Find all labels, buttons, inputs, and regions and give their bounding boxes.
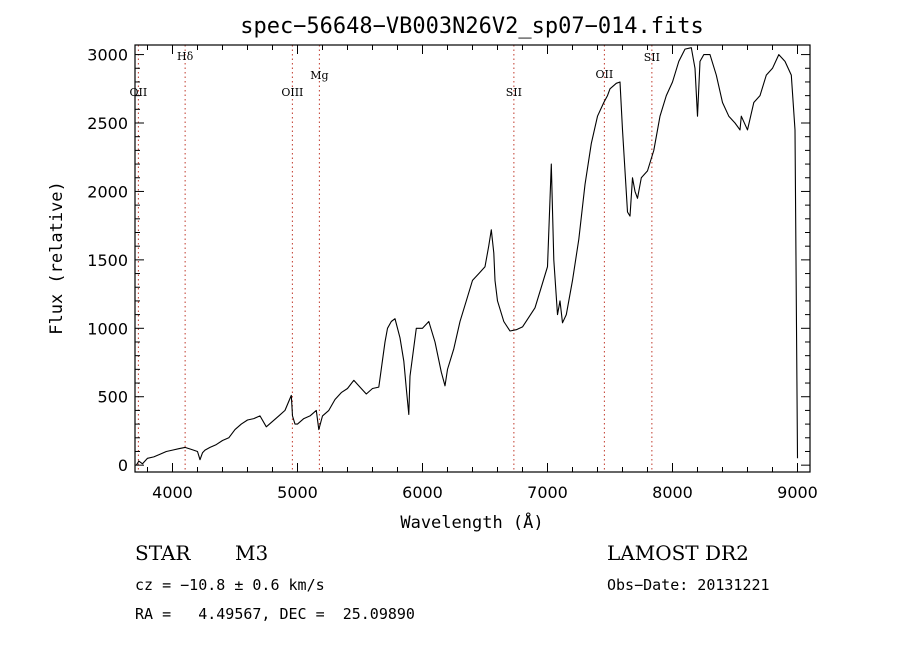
y-tick-label: 3000 (87, 46, 128, 65)
line-marker-label: SII (506, 86, 522, 99)
y-tick-label: 1500 (87, 251, 128, 270)
x-tick-label: 7000 (527, 483, 568, 502)
line-marker-label: Hδ (177, 50, 194, 63)
object-subclass: M3 (235, 541, 268, 565)
line-marker-label: OII (596, 68, 614, 81)
line-marker-label: Mg (310, 69, 328, 82)
line-marker-label: OIII (281, 86, 303, 99)
x-tick-label: 9000 (777, 483, 818, 502)
y-tick-label: 2500 (87, 114, 128, 133)
chart-title: spec−56648−VB003N26V2_sp07−014.fits (240, 14, 704, 39)
x-tick-label: 6000 (402, 483, 443, 502)
survey-name: LAMOST DR2 (607, 541, 749, 565)
observation-date: Obs−Date: 20131221 (607, 576, 770, 594)
y-tick-label: 500 (97, 388, 128, 407)
spectrum-line (135, 47, 799, 466)
x-tick-label: 4000 (152, 483, 193, 502)
y-axis-label: Flux (relative) (47, 181, 67, 335)
x-tick-label: 5000 (277, 483, 318, 502)
object-class: STAR (135, 541, 191, 565)
plot-frame (134, 44, 811, 473)
redshift-cz: cz = −10.8 ± 0.6 km/s (135, 576, 325, 594)
x-axis-label: Wavelength (Å) (400, 511, 543, 533)
y-axis-ticks: 0 500 1000 1500 2000 2500 3000 (87, 46, 810, 475)
coordinates: RA = 4.49567, DEC = 25.09890 (135, 605, 415, 623)
spectral-line-markers: OII Hδ OIII Mg SII OII SII (130, 45, 660, 472)
x-tick-label: 8000 (652, 483, 693, 502)
y-tick-label: 2000 (87, 182, 128, 201)
spectrum-series (135, 47, 799, 466)
y-tick-label: 0 (118, 456, 128, 475)
line-marker-label: OII (130, 86, 148, 99)
line-marker-label: SII (644, 51, 660, 64)
y-tick-label: 1000 (87, 319, 128, 338)
x-axis-ticks: 4000 5000 6000 7000 8000 9000 (147, 45, 818, 502)
